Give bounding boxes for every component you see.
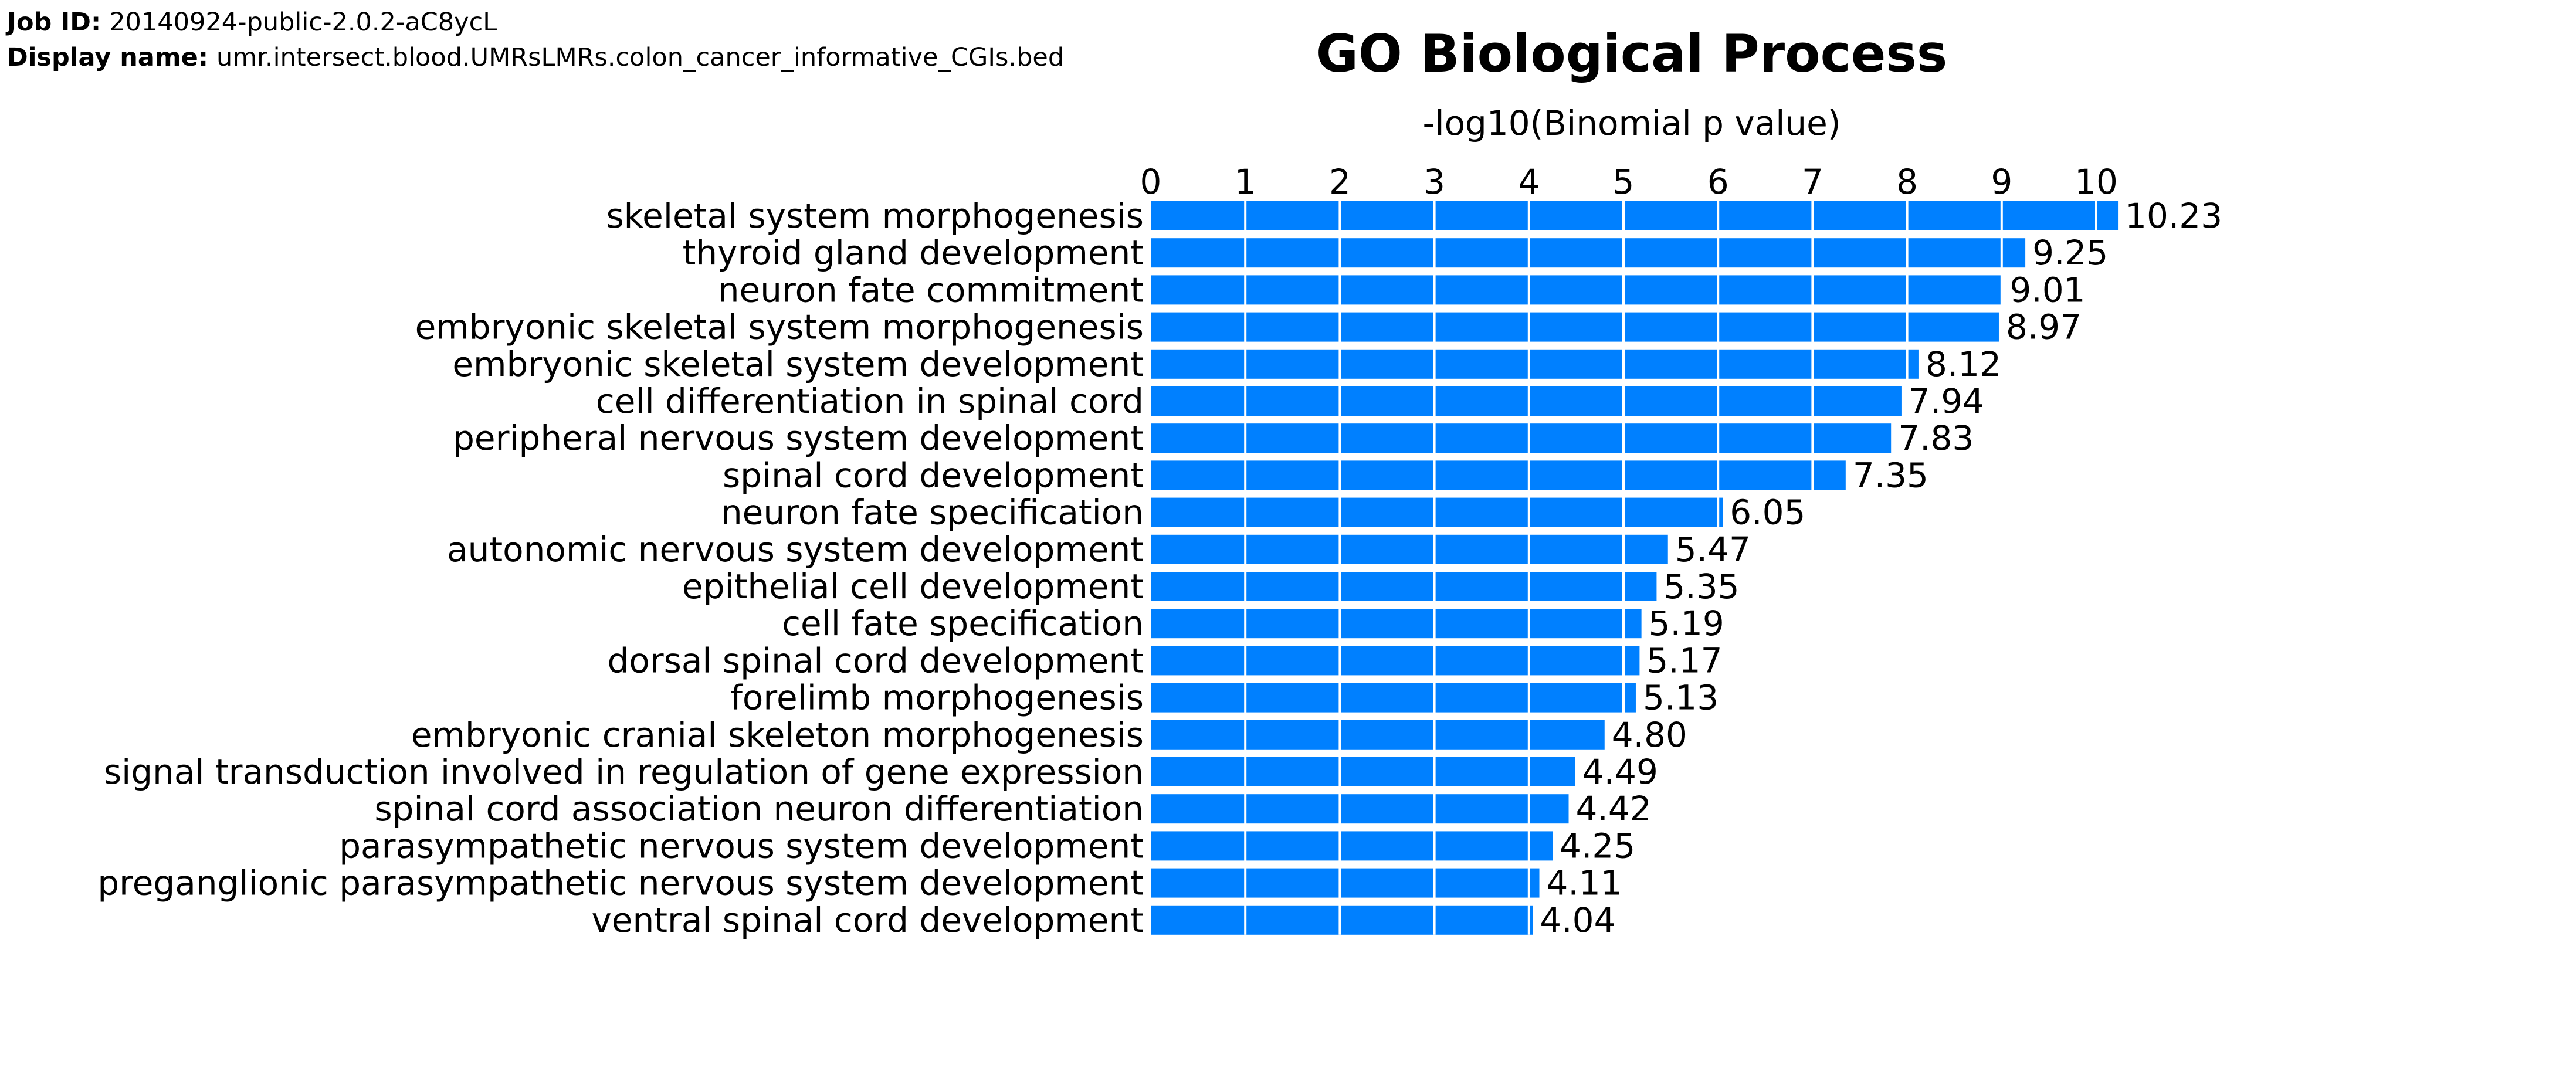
job-id-value: 20140924-public-2.0.2-aC8ycL: [109, 8, 497, 37]
value-label: 7.35: [1853, 455, 1928, 495]
x-tick-label: 1: [1235, 162, 1256, 202]
value-label: 5.17: [1646, 640, 1722, 680]
display-name-value: umr.intersect.blood.UMRsLMRs.colon_cance…: [216, 43, 1065, 72]
value-label: 8.97: [2006, 307, 2082, 347]
value-label: 4.49: [1582, 752, 1658, 792]
category-label: cell fate specification: [782, 603, 1144, 643]
value-label: 9.25: [2032, 233, 2108, 273]
bar: [1151, 720, 1605, 750]
bar: [1151, 201, 2119, 230]
category-label: signal transduction involved in regulati…: [104, 752, 1144, 792]
value-label: 7.94: [1909, 381, 1984, 421]
category-label: neuron fate specification: [721, 493, 1144, 533]
bar: [1151, 572, 1657, 601]
x-axis-label: -log10(Binomial p value): [1423, 103, 1841, 143]
bar: [1151, 386, 1902, 416]
value-label: 8.12: [1926, 344, 2001, 384]
value-labels: 10.23 9.259.018.978.127.947.837.35 6.055.4…: [1540, 196, 2222, 940]
bar: [1151, 868, 1540, 898]
x-tick-label: 7: [1802, 162, 1823, 202]
bar: [1151, 349, 1919, 379]
value-label: 4.42: [1576, 789, 1652, 829]
bar: [1151, 757, 1575, 786]
value-label: 4.80: [1612, 715, 1687, 755]
category-label: neuron fate commitment: [718, 270, 1144, 310]
x-tick-label: 6: [1707, 162, 1729, 202]
value-label: 5.47: [1675, 530, 1751, 569]
bar: [1151, 312, 1999, 342]
bar: [1151, 497, 1723, 527]
category-label: preganglionic parasympathetic nervous sy…: [97, 863, 1144, 903]
value-label: 7.83: [1898, 418, 1974, 458]
bar: [1151, 794, 1569, 824]
value-label: 4.11: [1547, 863, 1622, 903]
x-tick-label: 8: [1896, 162, 1918, 202]
value-label: 6.05: [1730, 493, 1805, 533]
bar: [1151, 423, 1892, 453]
category-label: autonomic nervous system development: [447, 530, 1144, 569]
category-label: embryonic skeletal system morphogenesis: [415, 307, 1144, 347]
x-tick-label: 5: [1613, 162, 1635, 202]
bar: [1151, 609, 1642, 639]
category-label: parasympathetic nervous system developme…: [339, 826, 1144, 866]
x-tick-label: 3: [1423, 162, 1445, 202]
category-label: thyroid gland development: [683, 233, 1144, 273]
category-label: epithelial cell development: [682, 567, 1144, 606]
category-label: spinal cord development: [723, 455, 1144, 495]
x-tick-label: 10: [2075, 162, 2118, 202]
grid-lines: [1244, 201, 2097, 935]
category-label: skeletal system morphogenesis: [606, 196, 1144, 236]
category-label: embryonic cranial skeleton morphogenesis: [411, 715, 1144, 755]
category-label: embryonic skeletal system development: [452, 344, 1144, 384]
job-id-label: Job ID:: [7, 8, 101, 37]
category-label: spinal cord association neuron different…: [374, 789, 1144, 829]
category-label: peripheral nervous system development: [453, 418, 1144, 458]
bar: [1151, 905, 1533, 935]
value-label: 4.04: [1540, 900, 1615, 940]
x-tick-label: 9: [1991, 162, 2012, 202]
value-label: 4.25: [1560, 826, 1635, 866]
job-id-line: Job ID: 20140924-public-2.0.2-aC8ycL: [7, 5, 1064, 40]
bar: [1151, 534, 1668, 564]
display-name-label: Display name:: [7, 43, 209, 72]
bar: [1151, 683, 1636, 713]
value-label: 5.19: [1649, 603, 1724, 643]
chart-title: GO Biological Process: [1316, 23, 1947, 84]
bar: [1151, 238, 2026, 268]
value-label: 5.35: [1663, 567, 1739, 606]
x-tick-label: 0: [1140, 162, 1162, 202]
bars: [1151, 201, 2119, 935]
display-name-line: Display name: umr.intersect.blood.UMRsLMR…: [7, 40, 1064, 75]
value-label: 10.23: [2125, 196, 2222, 236]
job-info: Job ID: 20140924-public-2.0.2-aC8ycL Disp…: [7, 5, 1064, 75]
value-label: 5.13: [1643, 678, 1719, 718]
category-label: dorsal spinal cord development: [607, 640, 1144, 680]
bar: [1151, 275, 2003, 305]
bar: [1151, 460, 1846, 490]
category-label: forelimb morphogenesis: [730, 678, 1144, 718]
bar: [1151, 646, 1640, 676]
bar: [1151, 831, 1553, 861]
x-tick-label: 2: [1329, 162, 1351, 202]
category-label: cell differentiation in spinal cord: [596, 381, 1144, 421]
x-axis-ticks: 0 1 2 3 4 5 6 7 8 9 10: [1140, 162, 2118, 202]
x-tick-label: 4: [1518, 162, 1540, 202]
value-label: 9.01: [2009, 270, 2085, 310]
category-label: ventral spinal cord development: [591, 900, 1144, 940]
